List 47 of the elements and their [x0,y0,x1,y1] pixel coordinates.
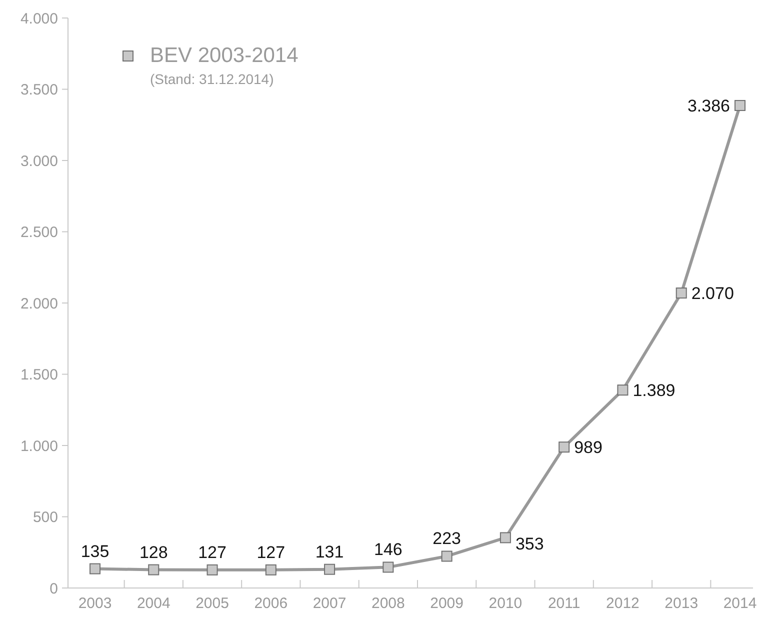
x-tick-label: 2006 [254,595,288,612]
data-label: 131 [315,542,344,562]
data-label: 127 [256,542,286,562]
y-tick-label: 500 [32,509,58,526]
data-label: 223 [432,529,462,548]
point [324,564,336,575]
data-label: 1.389 [632,381,676,400]
point [676,288,687,299]
data-label: 353 [515,534,544,554]
x-tick-label: 2014 [723,595,757,612]
point [206,564,218,576]
legend-label: BEV 2003-2014 [150,44,299,67]
x-tick-label: 2010 [488,595,522,612]
x-tick-label: 2009 [430,595,464,612]
point [734,100,746,111]
y-tick-label: 0 [50,580,58,598]
point [148,564,160,576]
y-tick-label: 1.000 [20,438,58,455]
x-tick-label: 2003 [78,595,112,612]
y-tick-label: 3.500 [20,82,58,98]
data-label: 135 [80,542,110,561]
point [441,550,452,562]
point [90,563,100,574]
x-tick-label: 2013 [664,595,698,612]
y-tick-label: 2.000 [20,295,58,312]
x-tick-label: 2011 [548,595,580,612]
y-tick-label: 3.000 [20,152,58,170]
x-tick-label: 2008 [371,595,405,612]
data-label: 989 [574,438,602,458]
data-label: 3.386 [687,96,730,116]
x-tick-label: 2012 [606,595,640,612]
point [500,532,511,544]
y-tick-label: 4.000 [20,10,58,28]
point [558,442,570,453]
x-tick-label: 2004 [136,595,170,612]
point [265,564,276,576]
x-tick-label: 2005 [196,595,229,612]
y-tick-label: 1.500 [20,366,58,384]
point [382,562,394,573]
data-label: 2.070 [691,284,734,304]
x-tick-label: 2007 [312,595,346,612]
point [617,384,628,396]
data-label: 128 [139,542,168,562]
annotation: (Stand: 31.12.2014) [150,71,274,87]
y-tick-label: 2.500 [20,224,58,241]
data-label: 146 [374,540,402,560]
data-label: 127 [198,542,226,562]
